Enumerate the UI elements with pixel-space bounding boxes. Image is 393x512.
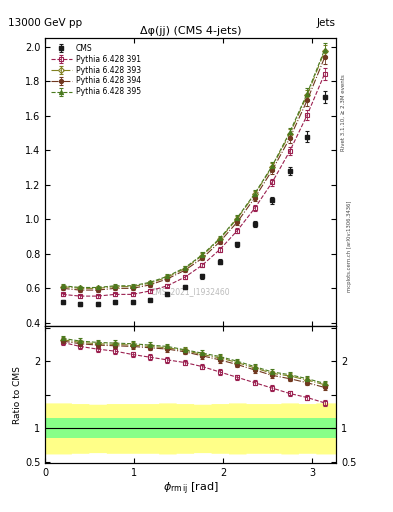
Title: Δφ(jj) (CMS 4-jets): Δφ(jj) (CMS 4-jets) — [140, 26, 241, 36]
Y-axis label: Ratio to CMS: Ratio to CMS — [13, 366, 22, 424]
Text: 13000 GeV pp: 13000 GeV pp — [8, 18, 82, 28]
Text: Rivet 3.1.10, ≥ 2.3M events: Rivet 3.1.10, ≥ 2.3M events — [341, 74, 346, 151]
Text: mcplots.cern.ch [arXiv:1306.3436]: mcplots.cern.ch [arXiv:1306.3436] — [347, 200, 352, 291]
Text: Jets: Jets — [316, 18, 335, 28]
Legend: CMS, Pythia 6.428 391, Pythia 6.428 393, Pythia 6.428 394, Pythia 6.428 395: CMS, Pythia 6.428 391, Pythia 6.428 393,… — [49, 42, 142, 98]
Text: CMS_2021_I1932460: CMS_2021_I1932460 — [151, 287, 230, 296]
X-axis label: $\phi_{\mathrm{rm\,ij}}$ [rad]: $\phi_{\mathrm{rm\,ij}}$ [rad] — [163, 481, 219, 497]
